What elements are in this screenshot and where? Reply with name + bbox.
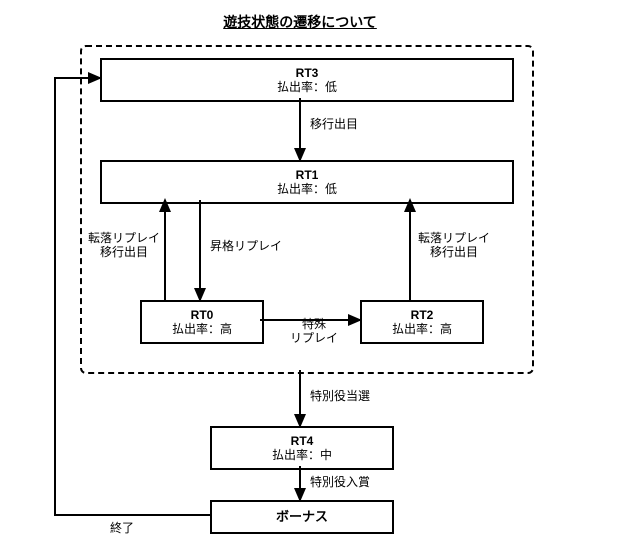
state-rt3: RT3 払出率：低 [100,58,514,102]
edge-label-left: 転落リプレイ 移行出目 [88,232,160,260]
edge-label-special: 特殊 リプレイ [290,318,338,346]
state-bonus-name: ボーナス [212,509,392,525]
edge-label-win: 特別役当選 [310,390,370,404]
state-rt3-rate: 払出率：低 [102,80,512,94]
state-rt1: RT1 払出率：低 [100,160,514,204]
state-rt2: RT2 払出率：高 [360,300,484,344]
diagram-canvas: 遊技状態の遷移について RT3 払出率：低 RT1 払出率：低 RT0 払出率：… [0,0,640,556]
state-rt0-rate: 払出率：高 [142,322,262,336]
state-rt4-name: RT4 [212,434,392,448]
state-rt1-rate: 払出率：低 [102,182,512,196]
state-rt4-rate: 払出率：中 [212,448,392,462]
state-rt1-name: RT1 [102,168,512,182]
state-rt2-name: RT2 [362,308,482,322]
state-rt0: RT0 払出率：高 [140,300,264,344]
edge-label-enter: 特別役入賞 [310,476,370,490]
state-bonus: ボーナス [210,500,394,534]
state-rt0-name: RT0 [142,308,262,322]
edge-label-right: 転落リプレイ 移行出目 [418,232,490,260]
edge-label-end: 終了 [110,522,134,536]
state-rt2-rate: 払出率：高 [362,322,482,336]
state-rt4: RT4 払出率：中 [210,426,394,470]
state-rt3-name: RT3 [102,66,512,80]
edge-label-mid: 昇格リプレイ [210,240,282,254]
diagram-title: 遊技状態の遷移について [200,12,400,32]
edge-label-rt3-rt1: 移行出目 [310,118,358,132]
